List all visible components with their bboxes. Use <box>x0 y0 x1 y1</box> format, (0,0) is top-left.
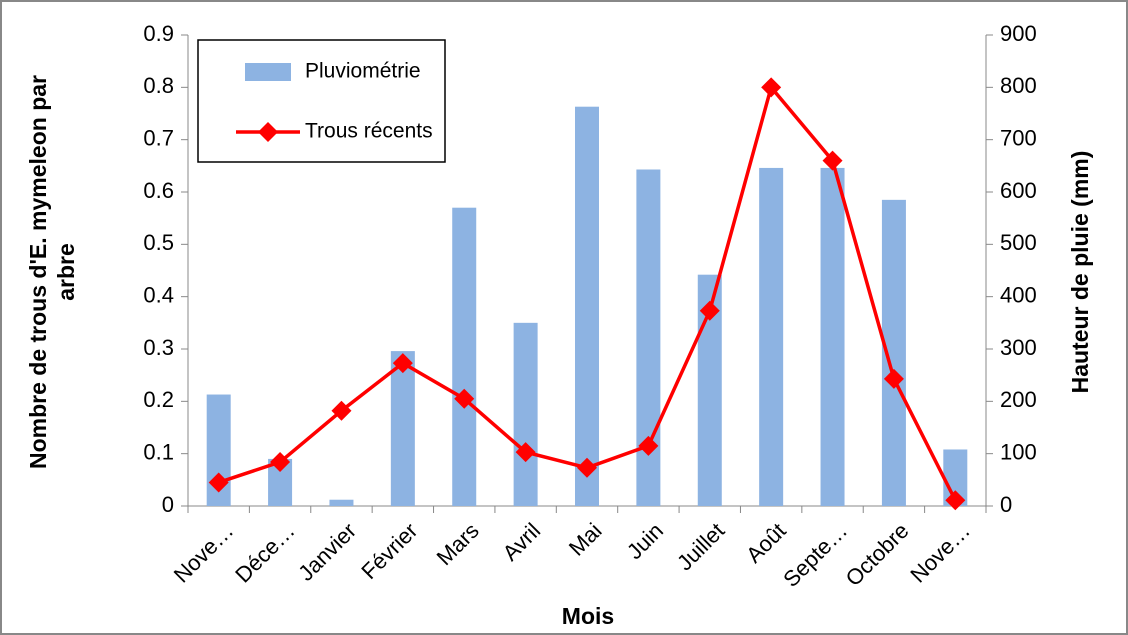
marker <box>208 472 229 493</box>
marker <box>515 442 536 463</box>
y-tick-label: 0.1 <box>143 439 174 464</box>
y2-tick-label: 500 <box>1000 230 1037 255</box>
y2-tick-label: 300 <box>1000 335 1037 360</box>
marker <box>577 457 597 478</box>
y-tick-label: 0.3 <box>143 335 174 360</box>
y-tick-label: 0.9 <box>143 21 174 46</box>
y2-axis-title: Hauteur de pluie (mm) <box>1067 151 1093 394</box>
y-tick-label: 0.4 <box>143 282 174 307</box>
bar <box>575 106 599 507</box>
legend-box <box>197 39 446 163</box>
bar <box>820 167 845 506</box>
y2-tick-label: 0 <box>1000 492 1012 517</box>
marker <box>392 353 413 374</box>
bar <box>390 351 415 506</box>
legend-swatch <box>245 63 291 81</box>
bar <box>452 207 477 506</box>
y2-tick-label: 800 <box>1000 73 1037 98</box>
y-tick-label: 0.5 <box>143 230 174 255</box>
y2-tick-label: 100 <box>1000 439 1037 464</box>
marker <box>883 368 904 389</box>
marker <box>822 150 843 171</box>
y-tick-label: 0.6 <box>143 178 174 203</box>
y-tick-label: 0.8 <box>143 73 174 98</box>
y-axis-title: Nombre de trous d'E. mymeleon par <box>25 75 51 469</box>
marker <box>945 490 966 511</box>
y2-tick-label: 700 <box>1000 125 1037 150</box>
marker <box>638 435 659 456</box>
marker <box>454 388 475 409</box>
y2-tick-label: 600 <box>1000 178 1037 203</box>
bar <box>513 322 538 506</box>
marker <box>699 300 720 321</box>
y-tick-label: 0.2 <box>143 387 174 412</box>
y2-tick-label: 900 <box>1000 21 1037 46</box>
legend-swatch <box>258 122 278 142</box>
legend-label: Pluviométrie <box>305 60 421 83</box>
y-tick-label: 0.7 <box>143 125 174 150</box>
y-axis-title: arbre <box>53 243 79 301</box>
x-axis-title: Mois <box>562 603 614 629</box>
marker <box>331 400 352 421</box>
y-tick-label: 0 <box>162 492 174 517</box>
bar <box>329 499 354 506</box>
bar <box>759 167 784 506</box>
legend-label: Trous récents <box>305 120 433 143</box>
marker <box>270 452 291 473</box>
marker <box>761 77 782 98</box>
y2-tick-label: 400 <box>1000 282 1037 307</box>
y2-tick-label: 200 <box>1000 387 1037 412</box>
